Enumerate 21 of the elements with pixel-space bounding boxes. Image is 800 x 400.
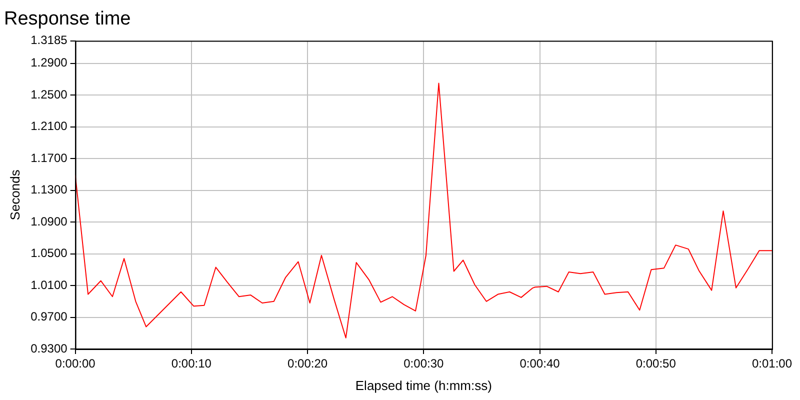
y-tick-label: 1.1700 (30, 150, 68, 165)
x-tick-label: 0:01:00 (752, 356, 792, 371)
chart-title: Response time (4, 8, 131, 30)
x-tick-label: 0:00:50 (636, 356, 676, 371)
x-tick-label: 0:00:40 (520, 356, 560, 371)
y-tick-label: 1.0100 (30, 278, 68, 292)
y-tick-label: 1.3185 (30, 33, 68, 48)
y-tick-label: 1.2900 (30, 56, 68, 70)
y-tick-label: 1.2500 (30, 87, 68, 102)
y-tick-label: 1.0900 (30, 214, 68, 228)
y-tick-label: 0.9700 (30, 310, 68, 324)
x-tick-label: 0:00:00 (55, 356, 96, 371)
y-axis-title: Seconds (7, 169, 22, 220)
y-tick-label: 1.2100 (30, 119, 68, 134)
x-tick-label: 0:00:10 (171, 356, 212, 371)
y-tick-label: 0.9300 (30, 341, 68, 356)
y-tick-label: 1.0500 (30, 246, 68, 260)
x-tick-label: 0:00:20 (288, 356, 328, 371)
y-tick-label: 1.1300 (30, 182, 68, 197)
x-axis-title: Elapsed time (h:mm:ss) (355, 378, 492, 393)
x-tick-label: 0:00:30 (404, 356, 444, 371)
